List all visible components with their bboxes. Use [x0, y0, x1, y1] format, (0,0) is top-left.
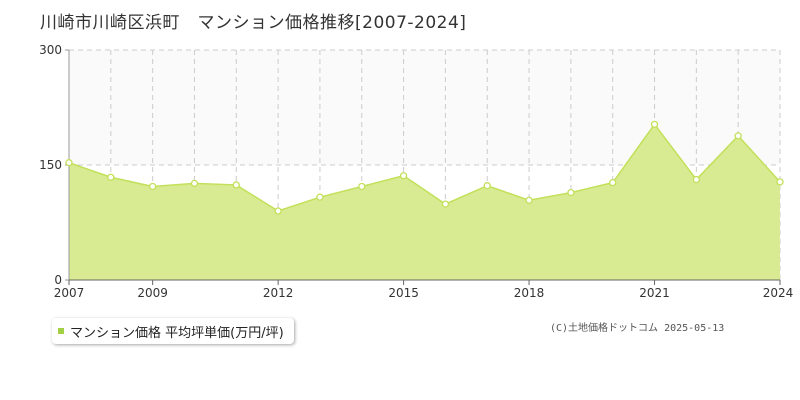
data-point-2013 — [316, 193, 324, 201]
y-tick-label-150: 150 — [39, 158, 62, 172]
y-tick-label-300: 300 — [39, 43, 62, 57]
series-area — [68, 123, 781, 280]
legend-label: マンション価格 平均坪単価(万円/坪) — [70, 325, 284, 341]
data-point-2008 — [107, 173, 115, 181]
data-point-2012 — [274, 207, 282, 215]
x-tick-label-2024: 2024 — [763, 286, 794, 300]
x-tick-label-2021: 2021 — [639, 286, 670, 300]
data-point-2015 — [399, 172, 408, 180]
x-tick-label-2018: 2018 — [514, 286, 545, 300]
data-point-2023 — [734, 132, 742, 140]
data-point-2014 — [358, 182, 366, 191]
x-tick-label-2009: 2009 — [137, 286, 168, 300]
plot-background-upper — [69, 50, 780, 165]
data-point-2021 — [650, 120, 659, 129]
data-point-2011 — [232, 181, 240, 189]
data-point-2020 — [609, 178, 617, 187]
data-point-2009 — [148, 182, 157, 191]
copyright-text: (C)土地価格ドットコム 2025-05-13 — [550, 323, 725, 334]
data-point-2019 — [567, 188, 575, 197]
tick-labels: 0 150 300 2007 2009 2012 2015 2018 2021 2024 — [39, 43, 793, 300]
series-markers — [65, 120, 784, 215]
series-line — [68, 123, 781, 212]
x-tick-label-2007: 2007 — [54, 286, 85, 300]
area-fill — [69, 124, 780, 280]
data-point-2022 — [692, 175, 701, 184]
data-point-2010 — [190, 179, 199, 188]
data-point-2016 — [441, 200, 450, 208]
data-point-2024 — [776, 178, 784, 186]
data-point-2007 — [65, 159, 73, 167]
chart-title: 川崎市川崎区浜町 マンション価格推移[2007-2024] — [40, 13, 467, 33]
x-tick-label-2015: 2015 — [388, 286, 419, 300]
legend-swatch — [58, 328, 64, 334]
data-point-2018 — [525, 196, 533, 204]
y-tick-label-0: 0 — [54, 273, 62, 287]
data-point-2017 — [483, 182, 491, 190]
x-tick-label-2012: 2012 — [263, 286, 294, 300]
legend: マンション価格 平均坪単価(万円/坪) — [52, 318, 294, 344]
